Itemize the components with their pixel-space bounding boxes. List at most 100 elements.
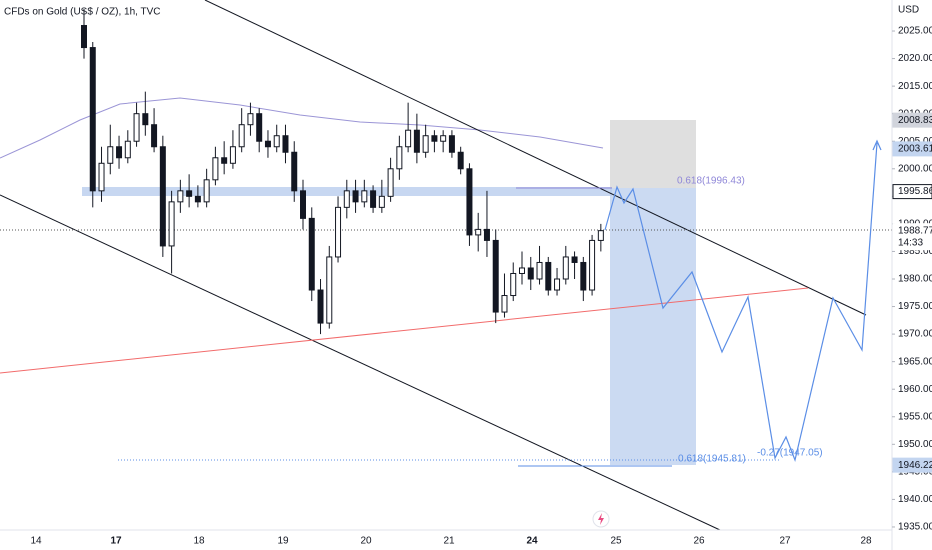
y-tick-label: 2020.00 <box>898 53 932 64</box>
price-marker-label: 1995.86 <box>898 186 932 197</box>
candle-body <box>396 146 403 170</box>
candle-body <box>554 278 561 291</box>
y-tick-label: 1935.00 <box>898 522 932 533</box>
candle-body <box>282 135 289 153</box>
candle-body <box>343 190 350 208</box>
candle-body <box>597 230 604 241</box>
candle-body <box>536 261 543 280</box>
candle-body <box>483 228 490 241</box>
x-tick-label: 27 <box>779 536 791 547</box>
time-axis: 14 17 18 19 20 21 24 25 26 27 28 <box>30 536 872 547</box>
candle-body <box>370 190 377 208</box>
fib-label: -0.27(1947.05) <box>757 448 823 459</box>
candle-body <box>571 256 578 263</box>
candle-body <box>422 135 429 153</box>
candle-body <box>107 146 114 164</box>
candle-body <box>545 261 552 291</box>
replay-icon[interactable] <box>592 510 610 528</box>
candle-body <box>247 113 254 126</box>
price-marker-label: 2003.61 <box>898 144 932 155</box>
candle-body <box>133 113 140 142</box>
candle-body <box>580 261 587 291</box>
x-tick-label: 21 <box>443 536 455 547</box>
icon-bolt[interactable] <box>598 513 604 525</box>
candle-body <box>589 239 596 291</box>
projection-path <box>604 142 878 463</box>
candle-body <box>212 157 219 181</box>
price-marker-box <box>892 223 932 251</box>
candle-body <box>378 195 385 208</box>
candle-body <box>116 146 123 159</box>
candle-body <box>352 190 359 203</box>
price-marker-box <box>892 457 932 473</box>
y-tick-label: 1975.00 <box>898 301 932 312</box>
y-tick-label: 2005.00 <box>898 136 932 147</box>
moving-average <box>0 97 604 159</box>
candle-body <box>448 135 455 153</box>
candles <box>81 8 604 335</box>
x-tick-label: 14 <box>30 536 42 547</box>
candle-body <box>317 289 324 324</box>
candle-body <box>203 179 210 203</box>
fib-label: 0.618(1996.43) <box>677 176 745 187</box>
target-zone <box>610 188 696 465</box>
y-tick-label: 1965.00 <box>898 356 932 367</box>
candle-body <box>527 267 534 280</box>
projection-arrow <box>872 139 882 151</box>
candle-body <box>221 157 228 164</box>
candle-body <box>510 272 517 297</box>
candle-body <box>300 190 306 219</box>
trend-line <box>0 287 809 374</box>
candle-body <box>159 146 166 247</box>
x-tick-label: 18 <box>193 536 205 547</box>
y-axis-label: USD <box>898 5 919 16</box>
y-tick-label: 1985.00 <box>898 246 932 257</box>
candle-body <box>151 124 158 148</box>
candle-body <box>194 195 201 203</box>
y-tick-label: 1970.00 <box>898 329 932 340</box>
candle-body <box>562 256 569 280</box>
y-tick-label: 2015.00 <box>898 81 932 92</box>
channel-lower <box>0 194 721 531</box>
candle-body <box>466 168 473 236</box>
candle-body <box>431 135 438 142</box>
candle-body <box>501 295 508 313</box>
x-tick-label: 19 <box>277 536 289 547</box>
candle-body <box>186 190 193 197</box>
x-tick-label: 24 <box>526 536 538 547</box>
price-marker-countdown: 14:33 <box>898 237 923 248</box>
candle-body <box>229 146 236 164</box>
candle-body <box>475 228 482 236</box>
candle-body <box>168 201 175 247</box>
price-marker-box <box>892 184 932 200</box>
fib-label: 0.618(1945.81) <box>678 454 746 465</box>
candle-body <box>291 151 298 192</box>
candle-body <box>387 168 394 197</box>
channel-upper <box>204 0 867 316</box>
candle-body <box>81 25 87 49</box>
price-marker-label: 2008.83 <box>898 115 932 126</box>
candle-body <box>413 129 420 153</box>
price-marker-box <box>892 112 932 128</box>
y-tick-label: 1960.00 <box>898 384 932 395</box>
price-marker-box <box>892 141 932 157</box>
y-tick-label: 1955.00 <box>898 411 932 422</box>
candle-body <box>273 135 280 148</box>
candle-body <box>238 124 245 148</box>
candle-body <box>142 113 149 126</box>
candle-body <box>256 113 263 142</box>
y-tick-label: 1980.00 <box>898 274 932 285</box>
y-tick-label: 1940.00 <box>898 494 932 505</box>
candle-body <box>361 190 368 203</box>
candle-body <box>326 256 333 324</box>
price-marker-label: 1988.77 <box>898 225 932 236</box>
candle-body <box>264 140 271 148</box>
candle-body <box>89 47 96 192</box>
x-tick-label: 17 <box>110 536 122 547</box>
y-tick-label: 2000.00 <box>898 163 932 174</box>
x-tick-label: 25 <box>610 536 622 547</box>
chart-title: CFDs on Gold (US$ / OZ), 1h, TVC <box>4 7 161 18</box>
candle-body <box>335 206 342 258</box>
